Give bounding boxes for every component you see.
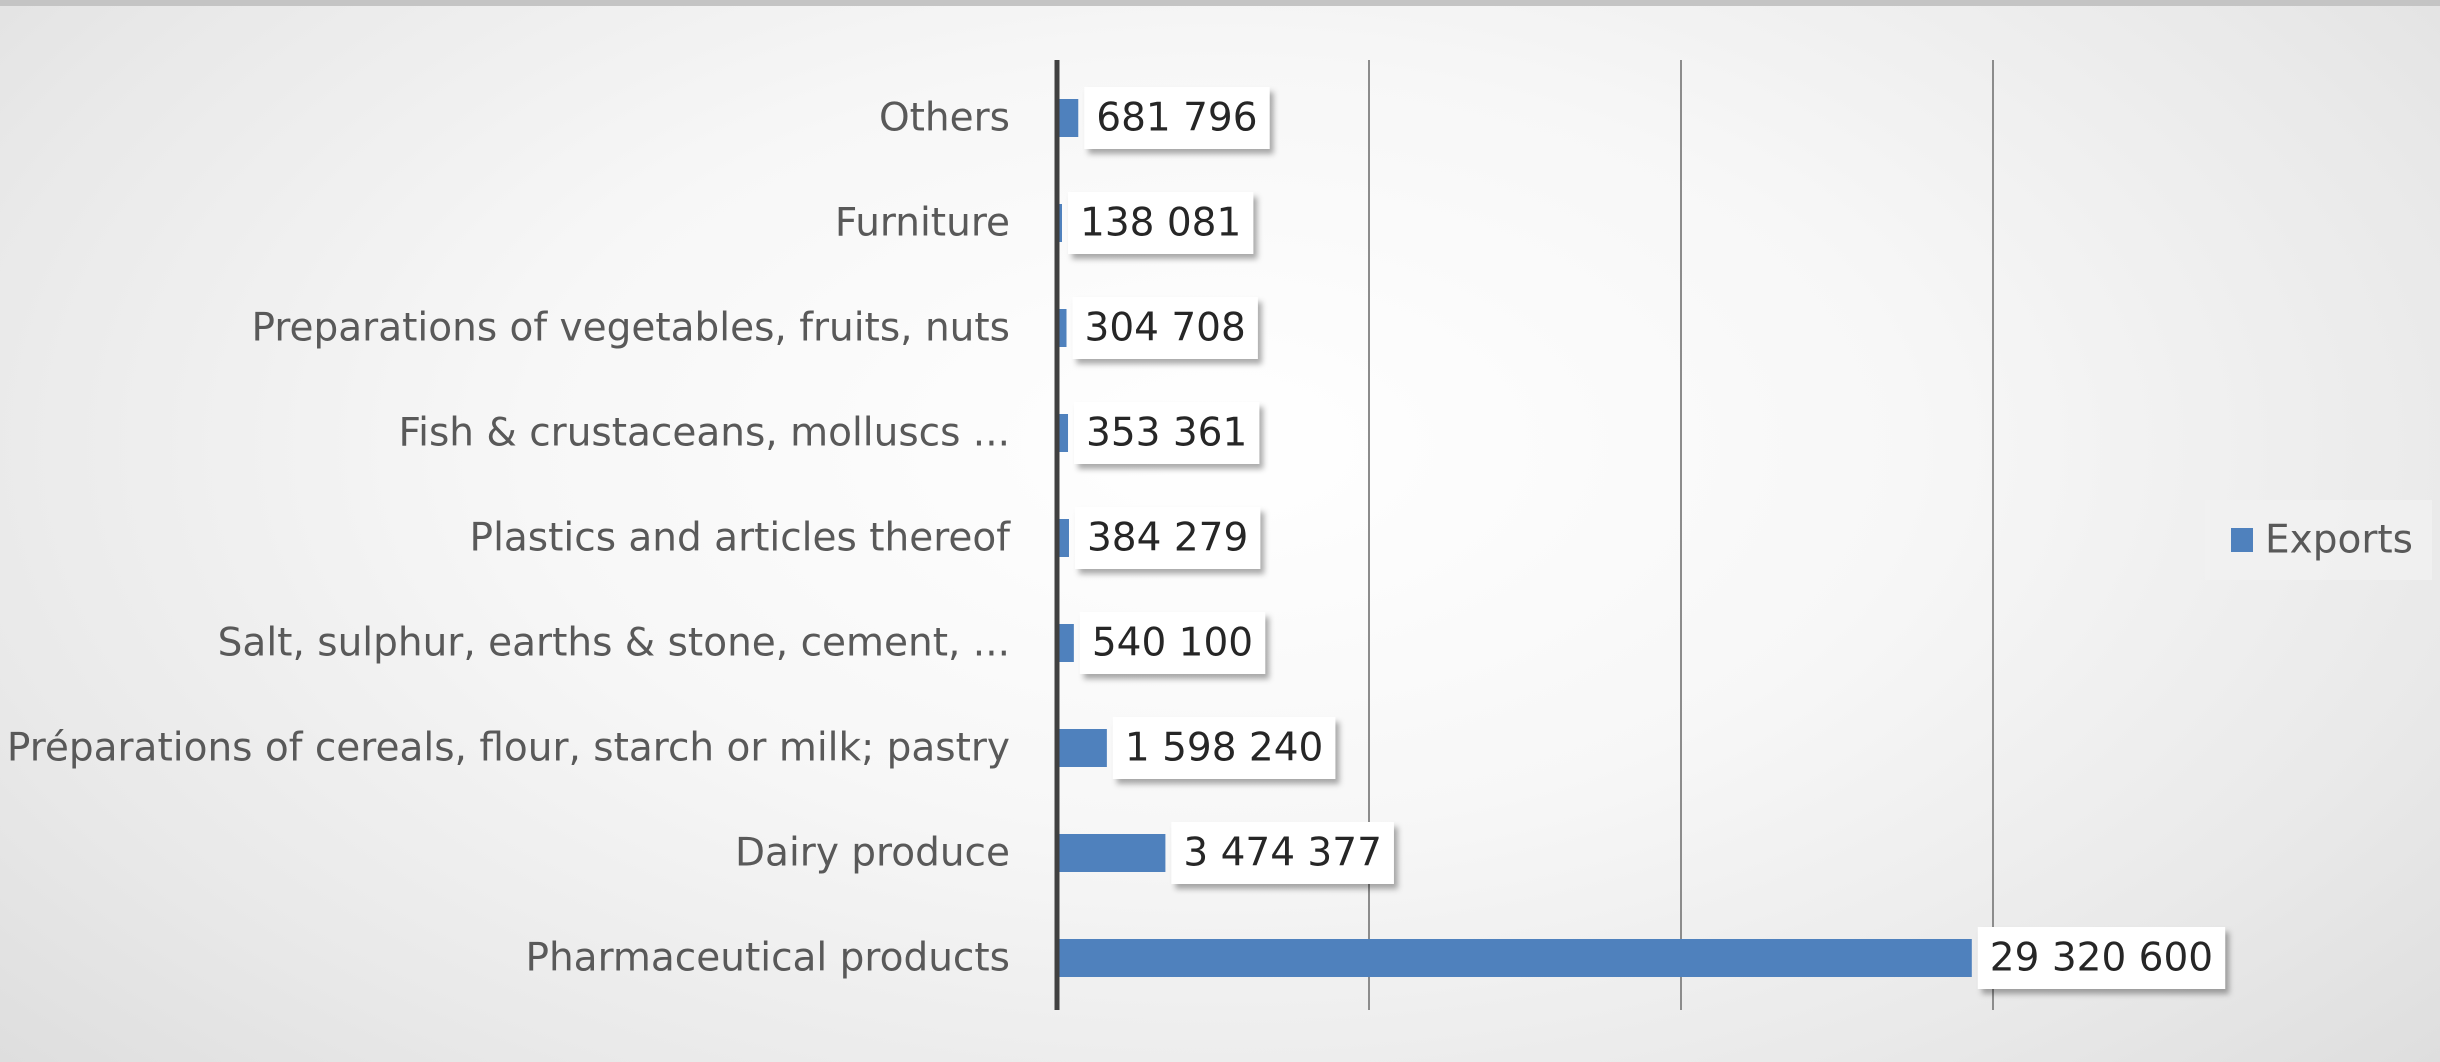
- top-border: [0, 0, 2440, 6]
- bar: [1057, 309, 1067, 347]
- data-label: 540 100: [1079, 612, 1266, 674]
- data-label: 353 361: [1074, 402, 1260, 464]
- category-label: Pharmaceutical products: [525, 936, 1010, 981]
- data-label-box: [1068, 192, 1254, 254]
- legend-label: Exports: [2265, 518, 2413, 563]
- data-label-box: [1171, 822, 1394, 884]
- category-label: Furniture: [835, 201, 1010, 246]
- data-label-text: 29 320 600: [1990, 936, 2213, 981]
- data-label: 681 796: [1084, 87, 1270, 149]
- data-label: 3 474 377: [1171, 822, 1394, 884]
- data-label: 304 708: [1072, 297, 1258, 359]
- data-label-box: [1084, 87, 1270, 149]
- data-label-text: 540 100: [1092, 621, 1253, 666]
- data-label-text: 1 598 240: [1125, 726, 1324, 771]
- data-label-box: [1074, 402, 1260, 464]
- data-label-text: 384 279: [1087, 516, 1248, 561]
- bar: [1057, 834, 1166, 872]
- data-label-box: [1112, 717, 1336, 779]
- category-label: Others: [879, 96, 1010, 141]
- data-label: 1 598 240: [1112, 717, 1336, 779]
- category-label: Dairy produce: [735, 831, 1010, 876]
- bar: [1057, 729, 1107, 767]
- data-label: 384 279: [1074, 507, 1261, 569]
- data-label-box: [1074, 507, 1261, 569]
- data-label-box: [1079, 612, 1266, 674]
- bar: [1057, 99, 1079, 137]
- category-label: Preparations of vegetables, fruits, nuts: [252, 306, 1010, 351]
- bar: [1057, 414, 1069, 452]
- data-label-text: 681 796: [1096, 96, 1257, 141]
- data-label-box: [1977, 927, 2226, 989]
- data-label-text: 353 361: [1086, 411, 1247, 456]
- data-label: 138 081: [1068, 192, 1254, 254]
- legend-swatch: [2231, 528, 2253, 552]
- category-label: Préparations of cereals, flour, starch o…: [7, 726, 1010, 771]
- data-labels: 681 796 138 081 304 708 353 361 384 279 540 1…: [1068, 87, 2226, 989]
- bar: [1057, 624, 1074, 662]
- category-label: Fish & crustaceans, molluscs ...: [399, 411, 1010, 456]
- data-label: 29 320 600: [1977, 927, 2226, 989]
- bar: [1057, 939, 1972, 977]
- data-label-text: 304 708: [1085, 306, 1246, 351]
- bar: [1057, 519, 1069, 557]
- gridlines: [1368, 60, 1994, 1010]
- category-labels: Others Furniture Preparations of vegetable…: [7, 96, 1011, 981]
- data-label-text: 3 474 377: [1183, 831, 1382, 876]
- category-label: Salt, sulphur, earths & stone, cement, .…: [218, 621, 1010, 666]
- legend: Exports: [2205, 500, 2432, 580]
- data-label-box: [1072, 297, 1258, 359]
- data-label-text: 138 081: [1080, 201, 1241, 246]
- category-label: Plastics and articles thereof: [470, 516, 1012, 561]
